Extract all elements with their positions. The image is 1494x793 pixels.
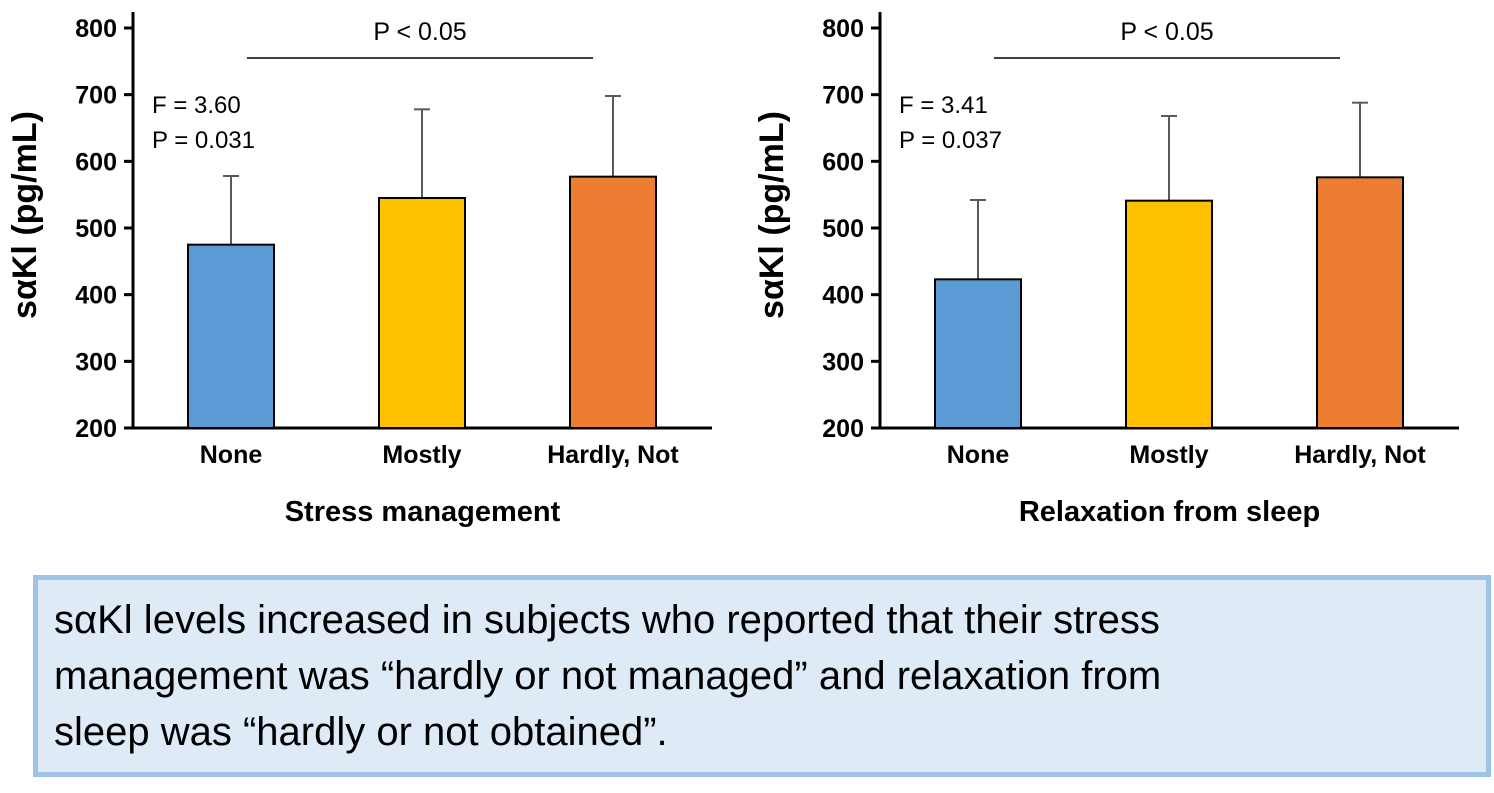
p-value-label: P = 0.037: [899, 127, 1002, 154]
bar-hardly-not: [1316, 176, 1404, 429]
category-label: Hardly, Not: [547, 441, 679, 469]
chart-relaxation-from-sleep-svg: 200 300 400 500 600 700 800 None Mostly Hardly, N…: [753, 12, 1459, 528]
significance-label: P < 0.05: [1120, 18, 1213, 46]
chart-stress-management-svg: 200 300 400 500 600 700 800 None Mostly Hardly, N…: [6, 12, 712, 528]
y-axis-title: sαKl (pg/mL): [6, 111, 44, 319]
caption-box: sαKl levels increased in subjects who re…: [33, 575, 1491, 777]
category-label: Mostly: [1129, 441, 1208, 469]
y-tick-label: 700: [822, 82, 864, 110]
caption-line-2: management was “hardly or not managed” a…: [54, 654, 1162, 698]
y-axis-title: sαKl (pg/mL): [753, 111, 791, 319]
bar-none: [187, 243, 275, 429]
x-axis-title: Relaxation from sleep: [1019, 496, 1320, 528]
y-tick-label: 600: [75, 148, 117, 176]
y-tick-label: 200: [75, 415, 117, 443]
p-value-label: P = 0.031: [152, 127, 255, 154]
category-label: None: [200, 441, 263, 469]
f-statistic-label: F = 3.60: [152, 92, 241, 119]
chart-relaxation-from-sleep: 200 300 400 500 600 700 800 None Mostly Hardly, N…: [747, 0, 1494, 540]
bar-mostly: [378, 197, 466, 429]
y-tick-label: 800: [75, 15, 117, 43]
chart-stress-management: 200 300 400 500 600 700 800 None Mostly Hardly, N…: [0, 0, 747, 540]
bar-mostly: [1125, 199, 1213, 429]
f-statistic-label: F = 3.41: [899, 92, 988, 119]
significance-label: P < 0.05: [373, 18, 466, 46]
caption-line-1: sαKl levels increased in subjects who re…: [54, 598, 1160, 642]
y-tick-label: 500: [822, 215, 864, 243]
y-tick-label: 300: [75, 348, 117, 376]
y-tick-label: 800: [822, 15, 864, 43]
y-tick-label: 400: [75, 282, 117, 310]
category-label: Mostly: [382, 441, 461, 469]
bar-none: [934, 278, 1022, 430]
y-tick-label: 600: [822, 148, 864, 176]
caption-line-3: sleep was “hardly or not obtained”.: [54, 710, 668, 754]
bar-hardly-not: [569, 175, 657, 429]
x-axis-title: Stress management: [285, 496, 561, 528]
y-tick-label: 400: [822, 282, 864, 310]
y-tick-label: 700: [75, 82, 117, 110]
category-label: None: [947, 441, 1010, 469]
y-tick-label: 500: [75, 215, 117, 243]
y-tick-label: 300: [822, 348, 864, 376]
category-label: Hardly, Not: [1294, 441, 1426, 469]
y-tick-label: 200: [822, 415, 864, 443]
